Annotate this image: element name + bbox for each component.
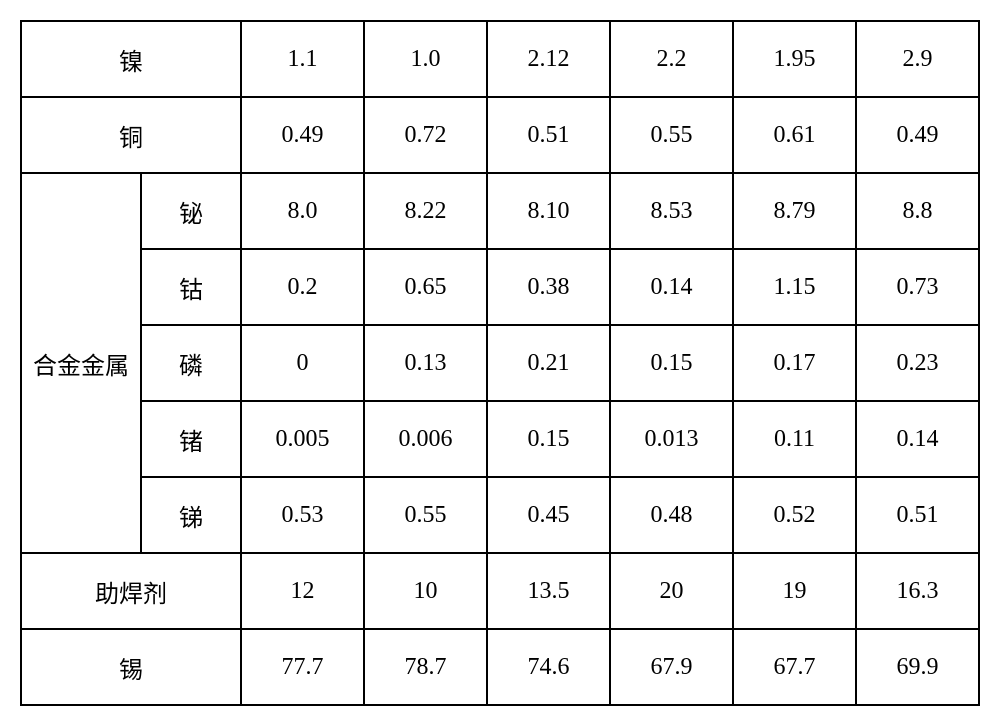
table-cell: 2.9 bbox=[856, 21, 979, 97]
row-sublabel-phosphorus: 磷 bbox=[141, 325, 241, 401]
table-cell: 12 bbox=[241, 553, 364, 629]
data-table: 镍 1.1 1.0 2.12 2.2 1.95 2.9 铜 0.49 0.72 … bbox=[20, 20, 980, 706]
table-cell: 0.15 bbox=[487, 401, 610, 477]
table-row: 助焊剂 12 10 13.5 20 19 16.3 bbox=[21, 553, 979, 629]
table-cell: 0.65 bbox=[364, 249, 487, 325]
table-cell: 74.6 bbox=[487, 629, 610, 705]
table-row: 钴 0.2 0.65 0.38 0.14 1.15 0.73 bbox=[21, 249, 979, 325]
table-cell: 0.49 bbox=[856, 97, 979, 173]
table-row: 铜 0.49 0.72 0.51 0.55 0.61 0.49 bbox=[21, 97, 979, 173]
table-cell: 0.11 bbox=[733, 401, 856, 477]
table-cell: 0.53 bbox=[241, 477, 364, 553]
table-row: 锗 0.005 0.006 0.15 0.013 0.11 0.14 bbox=[21, 401, 979, 477]
table-cell: 16.3 bbox=[856, 553, 979, 629]
table-cell: 67.9 bbox=[610, 629, 733, 705]
table-cell: 0.21 bbox=[487, 325, 610, 401]
table-cell: 0.13 bbox=[364, 325, 487, 401]
table-cell: 8.53 bbox=[610, 173, 733, 249]
table-row: 磷 0 0.13 0.21 0.15 0.17 0.23 bbox=[21, 325, 979, 401]
table-cell: 8.8 bbox=[856, 173, 979, 249]
table-cell: 1.0 bbox=[364, 21, 487, 97]
table-row: 合金金属 铋 8.0 8.22 8.10 8.53 8.79 8.8 bbox=[21, 173, 979, 249]
table-cell: 13.5 bbox=[487, 553, 610, 629]
row-label-copper: 铜 bbox=[21, 97, 241, 173]
row-sublabel-cobalt: 钴 bbox=[141, 249, 241, 325]
table-cell: 8.0 bbox=[241, 173, 364, 249]
row-label-nickel: 镍 bbox=[21, 21, 241, 97]
table-cell: 0.61 bbox=[733, 97, 856, 173]
table-row: 锡 77.7 78.7 74.6 67.9 67.7 69.9 bbox=[21, 629, 979, 705]
table-cell: 8.22 bbox=[364, 173, 487, 249]
table-cell: 0.45 bbox=[487, 477, 610, 553]
table-cell: 1.15 bbox=[733, 249, 856, 325]
table-cell: 0.005 bbox=[241, 401, 364, 477]
table-row: 锑 0.53 0.55 0.45 0.48 0.52 0.51 bbox=[21, 477, 979, 553]
table-cell: 0.15 bbox=[610, 325, 733, 401]
table-cell: 77.7 bbox=[241, 629, 364, 705]
table-cell: 19 bbox=[733, 553, 856, 629]
table-cell: 0.73 bbox=[856, 249, 979, 325]
table-cell: 0 bbox=[241, 325, 364, 401]
table-cell: 2.2 bbox=[610, 21, 733, 97]
table-row: 镍 1.1 1.0 2.12 2.2 1.95 2.9 bbox=[21, 21, 979, 97]
table-cell: 69.9 bbox=[856, 629, 979, 705]
row-label-alloy-metal: 合金金属 bbox=[21, 173, 141, 553]
table-cell: 20 bbox=[610, 553, 733, 629]
table-cell: 0.51 bbox=[856, 477, 979, 553]
table-cell: 0.55 bbox=[610, 97, 733, 173]
table-cell: 0.52 bbox=[733, 477, 856, 553]
table-cell: 0.006 bbox=[364, 401, 487, 477]
row-sublabel-germanium: 锗 bbox=[141, 401, 241, 477]
table-cell: 10 bbox=[364, 553, 487, 629]
table-cell: 0.14 bbox=[610, 249, 733, 325]
row-label-tin: 锡 bbox=[21, 629, 241, 705]
table-cell: 0.23 bbox=[856, 325, 979, 401]
table-cell: 0.17 bbox=[733, 325, 856, 401]
table-cell: 78.7 bbox=[364, 629, 487, 705]
table-cell: 1.1 bbox=[241, 21, 364, 97]
table-cell: 1.95 bbox=[733, 21, 856, 97]
table-cell: 0.55 bbox=[364, 477, 487, 553]
row-label-flux: 助焊剂 bbox=[21, 553, 241, 629]
table-cell: 0.14 bbox=[856, 401, 979, 477]
table-cell: 8.79 bbox=[733, 173, 856, 249]
table-cell: 0.49 bbox=[241, 97, 364, 173]
table-cell: 0.51 bbox=[487, 97, 610, 173]
composition-table: 镍 1.1 1.0 2.12 2.2 1.95 2.9 铜 0.49 0.72 … bbox=[20, 20, 980, 706]
table-cell: 67.7 bbox=[733, 629, 856, 705]
table-cell: 0.48 bbox=[610, 477, 733, 553]
table-cell: 0.38 bbox=[487, 249, 610, 325]
table-cell: 0.72 bbox=[364, 97, 487, 173]
table-cell: 0.2 bbox=[241, 249, 364, 325]
row-sublabel-antimony: 锑 bbox=[141, 477, 241, 553]
table-cell: 0.013 bbox=[610, 401, 733, 477]
row-sublabel-bismuth: 铋 bbox=[141, 173, 241, 249]
table-cell: 2.12 bbox=[487, 21, 610, 97]
table-cell: 8.10 bbox=[487, 173, 610, 249]
